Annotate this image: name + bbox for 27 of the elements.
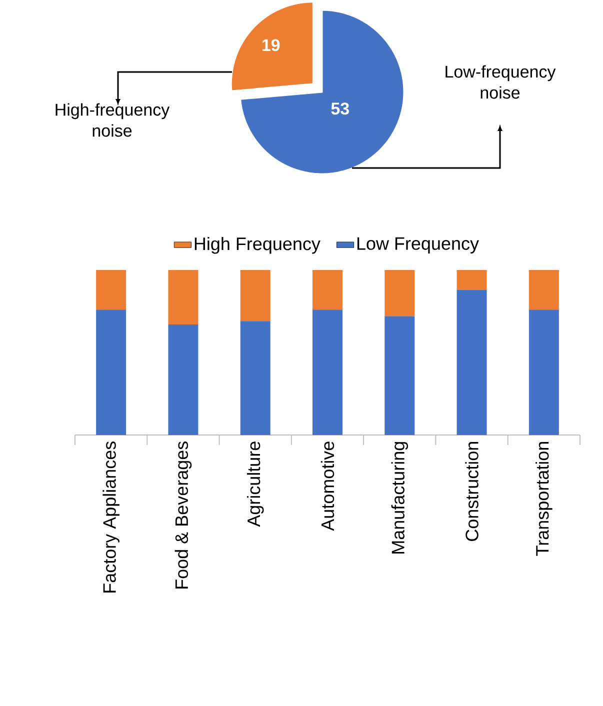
bar (168, 324, 198, 435)
bar (312, 310, 342, 435)
legend-label: Low Frequency (357, 237, 479, 254)
x-tick-label: Food & Beverages (174, 442, 192, 588)
x-tick-label: Manufacturing (391, 442, 408, 554)
x-tick-label: Construction (465, 442, 478, 542)
bar (384, 316, 415, 435)
bar (384, 270, 415, 316)
legend-label: High Frequency (194, 237, 320, 254)
slice-label: High-frequency noise (56, 103, 170, 137)
x-tick-label: Agriculture (246, 442, 264, 527)
slice-label: Low-frequency noise (446, 65, 556, 99)
data-label: 53 (331, 102, 349, 115)
bar (456, 270, 487, 290)
bar (96, 310, 126, 435)
bar (96, 270, 126, 310)
x-tick-label: Automotive (320, 442, 334, 531)
bar (312, 270, 342, 310)
data-label: 19 (262, 39, 280, 52)
bar (168, 270, 198, 324)
bar (240, 321, 270, 435)
x-tick-label: Factory Appliances (102, 442, 120, 592)
bar (240, 270, 270, 322)
x-tick-label: Transportation (536, 442, 552, 556)
bar (528, 270, 559, 310)
bar (528, 310, 559, 435)
bar (456, 290, 487, 435)
